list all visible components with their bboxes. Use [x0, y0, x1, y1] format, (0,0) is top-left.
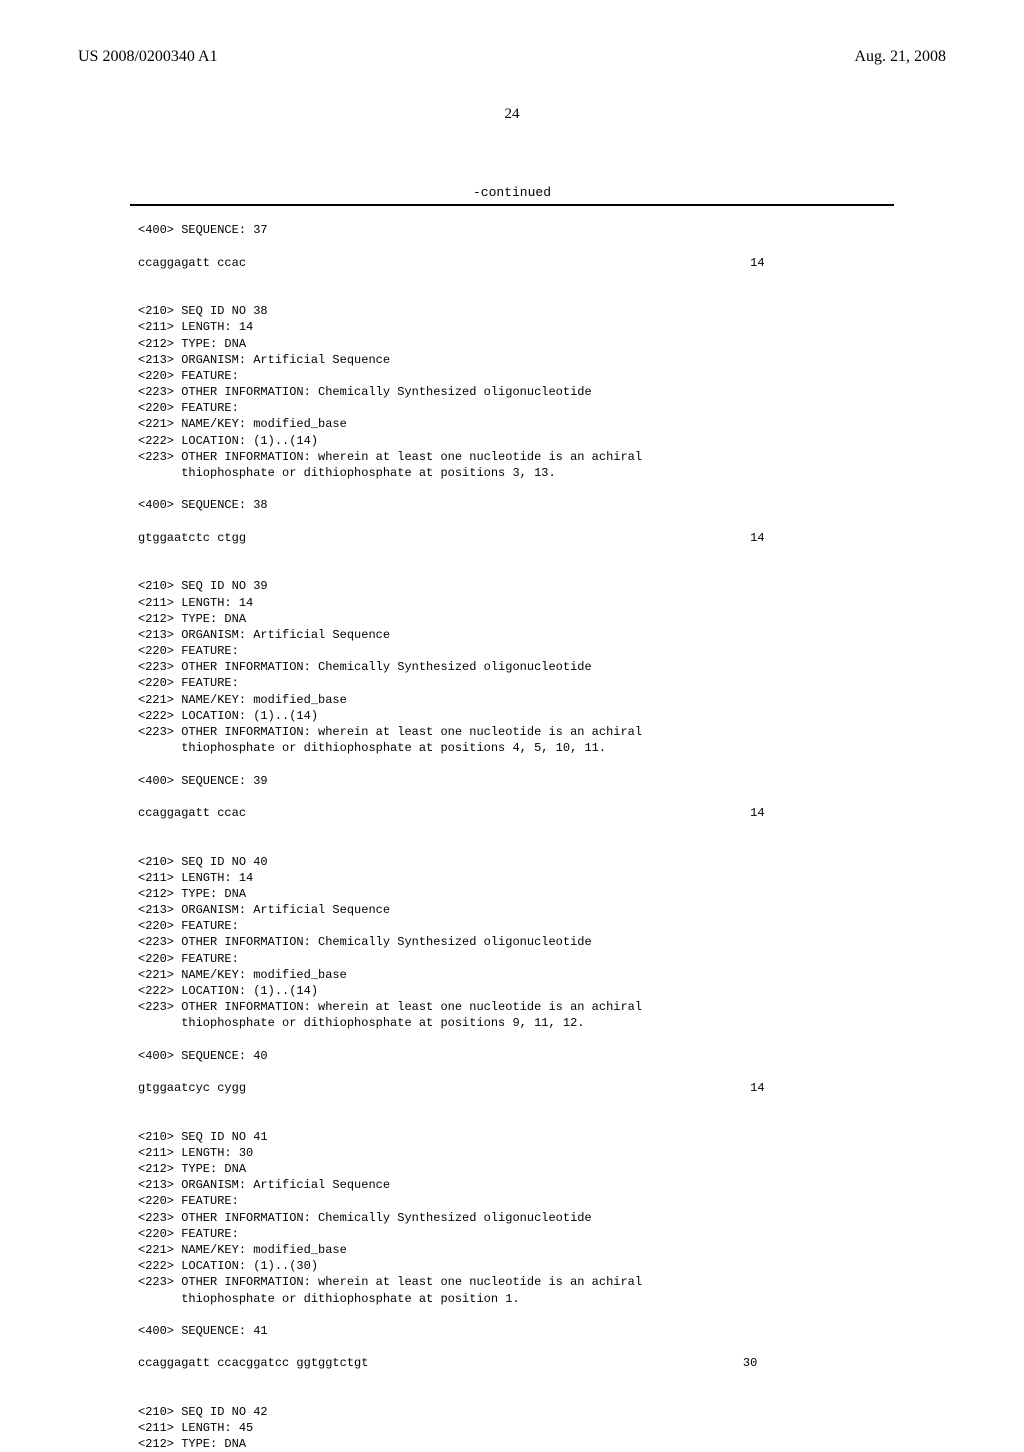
seq40-h6: <223> OTHER INFORMATION: Chemically Synt… — [138, 935, 592, 949]
seq41-h9: <222> LOCATION: (1)..(30) — [138, 1259, 318, 1273]
seq40-h2: <211> LENGTH: 14 — [138, 871, 253, 885]
seq38-h6: <223> OTHER INFORMATION: Chemically Synt… — [138, 385, 592, 399]
seq40-h7: <220> FEATURE: — [138, 952, 239, 966]
seq42-h1: <210> SEQ ID NO 42 — [138, 1405, 268, 1419]
seq39-h3: <212> TYPE: DNA — [138, 612, 246, 626]
seq40-data: gtggaatcyc cygg — [138, 1081, 246, 1095]
seq40-h11: thiophosphate or dithiophosphate at posi… — [138, 1016, 584, 1030]
seq40-h8: <221> NAME/KEY: modified_base — [138, 968, 347, 982]
seq41-h6: <223> OTHER INFORMATION: Chemically Synt… — [138, 1211, 592, 1225]
seq38-sequence-line: <400> SEQUENCE: 38 — [138, 498, 268, 512]
seq40-h9: <222> LOCATION: (1)..(14) — [138, 984, 318, 998]
seq39-h5: <220> FEATURE: — [138, 644, 239, 658]
seq41-h7: <220> FEATURE: — [138, 1227, 239, 1241]
seq38-h4: <213> ORGANISM: Artificial Sequence — [138, 353, 390, 367]
seq40-len: 14 — [750, 1081, 764, 1095]
publication-date: Aug. 21, 2008 — [854, 48, 946, 66]
seq38-data: gtggaatctc ctgg — [138, 531, 246, 545]
seq38-len: 14 — [750, 531, 764, 545]
continued-label-wrapper: -continued — [78, 183, 946, 201]
seq38-h1: <210> SEQ ID NO 38 — [138, 304, 268, 318]
seq42-h2: <211> LENGTH: 45 — [138, 1421, 253, 1435]
seq37-sequence-line: <400> SEQUENCE: 37 — [138, 223, 268, 237]
seq38-h7: <220> FEATURE: — [138, 401, 239, 415]
seq37-data: ccaggagatt ccac — [138, 256, 246, 270]
seq41-h5: <220> FEATURE: — [138, 1194, 239, 1208]
seq41-h2: <211> LENGTH: 30 — [138, 1146, 253, 1160]
seq39-h1: <210> SEQ ID NO 39 — [138, 579, 268, 593]
seq39-h7: <220> FEATURE: — [138, 676, 239, 690]
seq41-sequence-line: <400> SEQUENCE: 41 — [138, 1324, 268, 1338]
seq39-h8: <221> NAME/KEY: modified_base — [138, 693, 347, 707]
seq38-h9: <222> LOCATION: (1)..(14) — [138, 434, 318, 448]
page-number: 24 — [78, 106, 946, 123]
seq38-h2: <211> LENGTH: 14 — [138, 320, 253, 334]
seq42-h3: <212> TYPE: DNA — [138, 1437, 246, 1451]
seq39-h2: <211> LENGTH: 14 — [138, 596, 253, 610]
seq41-h10: <223> OTHER INFORMATION: wherein at leas… — [138, 1275, 642, 1289]
page-header: US 2008/0200340 A1 Aug. 21, 2008 — [78, 48, 946, 66]
seq38-h11: thiophosphate or dithiophosphate at posi… — [138, 466, 556, 480]
seq40-h5: <220> FEATURE: — [138, 919, 239, 933]
seq41-h8: <221> NAME/KEY: modified_base — [138, 1243, 347, 1257]
seq39-len: 14 — [750, 806, 764, 820]
seq40-h10: <223> OTHER INFORMATION: wherein at leas… — [138, 1000, 642, 1014]
seq40-h1: <210> SEQ ID NO 40 — [138, 855, 268, 869]
seq41-h3: <212> TYPE: DNA — [138, 1162, 246, 1176]
seq40-h3: <212> TYPE: DNA — [138, 887, 246, 901]
seq39-h9: <222> LOCATION: (1)..(14) — [138, 709, 318, 723]
sequence-listing: <400> SEQUENCE: 37 ccaggagatt ccac 14 <2… — [138, 206, 946, 1452]
seq40-sequence-line: <400> SEQUENCE: 40 — [138, 1049, 268, 1063]
seq41-h11: thiophosphate or dithiophosphate at posi… — [138, 1292, 520, 1306]
seq39-h4: <213> ORGANISM: Artificial Sequence — [138, 628, 390, 642]
seq39-data: ccaggagatt ccac — [138, 806, 246, 820]
seq40-h4: <213> ORGANISM: Artificial Sequence — [138, 903, 390, 917]
seq41-len: 30 — [743, 1356, 757, 1370]
seq39-sequence-line: <400> SEQUENCE: 39 — [138, 774, 268, 788]
seq38-h10: <223> OTHER INFORMATION: wherein at leas… — [138, 450, 642, 464]
seq41-h1: <210> SEQ ID NO 41 — [138, 1130, 268, 1144]
continued-label: -continued — [473, 185, 551, 200]
seq39-h6: <223> OTHER INFORMATION: Chemically Synt… — [138, 660, 592, 674]
seq38-h3: <212> TYPE: DNA — [138, 337, 246, 351]
seq41-data: ccaggagatt ccacggatcc ggtggtctgt — [138, 1356, 368, 1370]
seq41-h4: <213> ORGANISM: Artificial Sequence — [138, 1178, 390, 1192]
seq38-h8: <221> NAME/KEY: modified_base — [138, 417, 347, 431]
publication-number: US 2008/0200340 A1 — [78, 48, 218, 66]
seq37-len: 14 — [750, 256, 764, 270]
seq39-h10: <223> OTHER INFORMATION: wherein at leas… — [138, 725, 642, 739]
seq39-h11: thiophosphate or dithiophosphate at posi… — [138, 741, 606, 755]
seq38-h5: <220> FEATURE: — [138, 369, 239, 383]
